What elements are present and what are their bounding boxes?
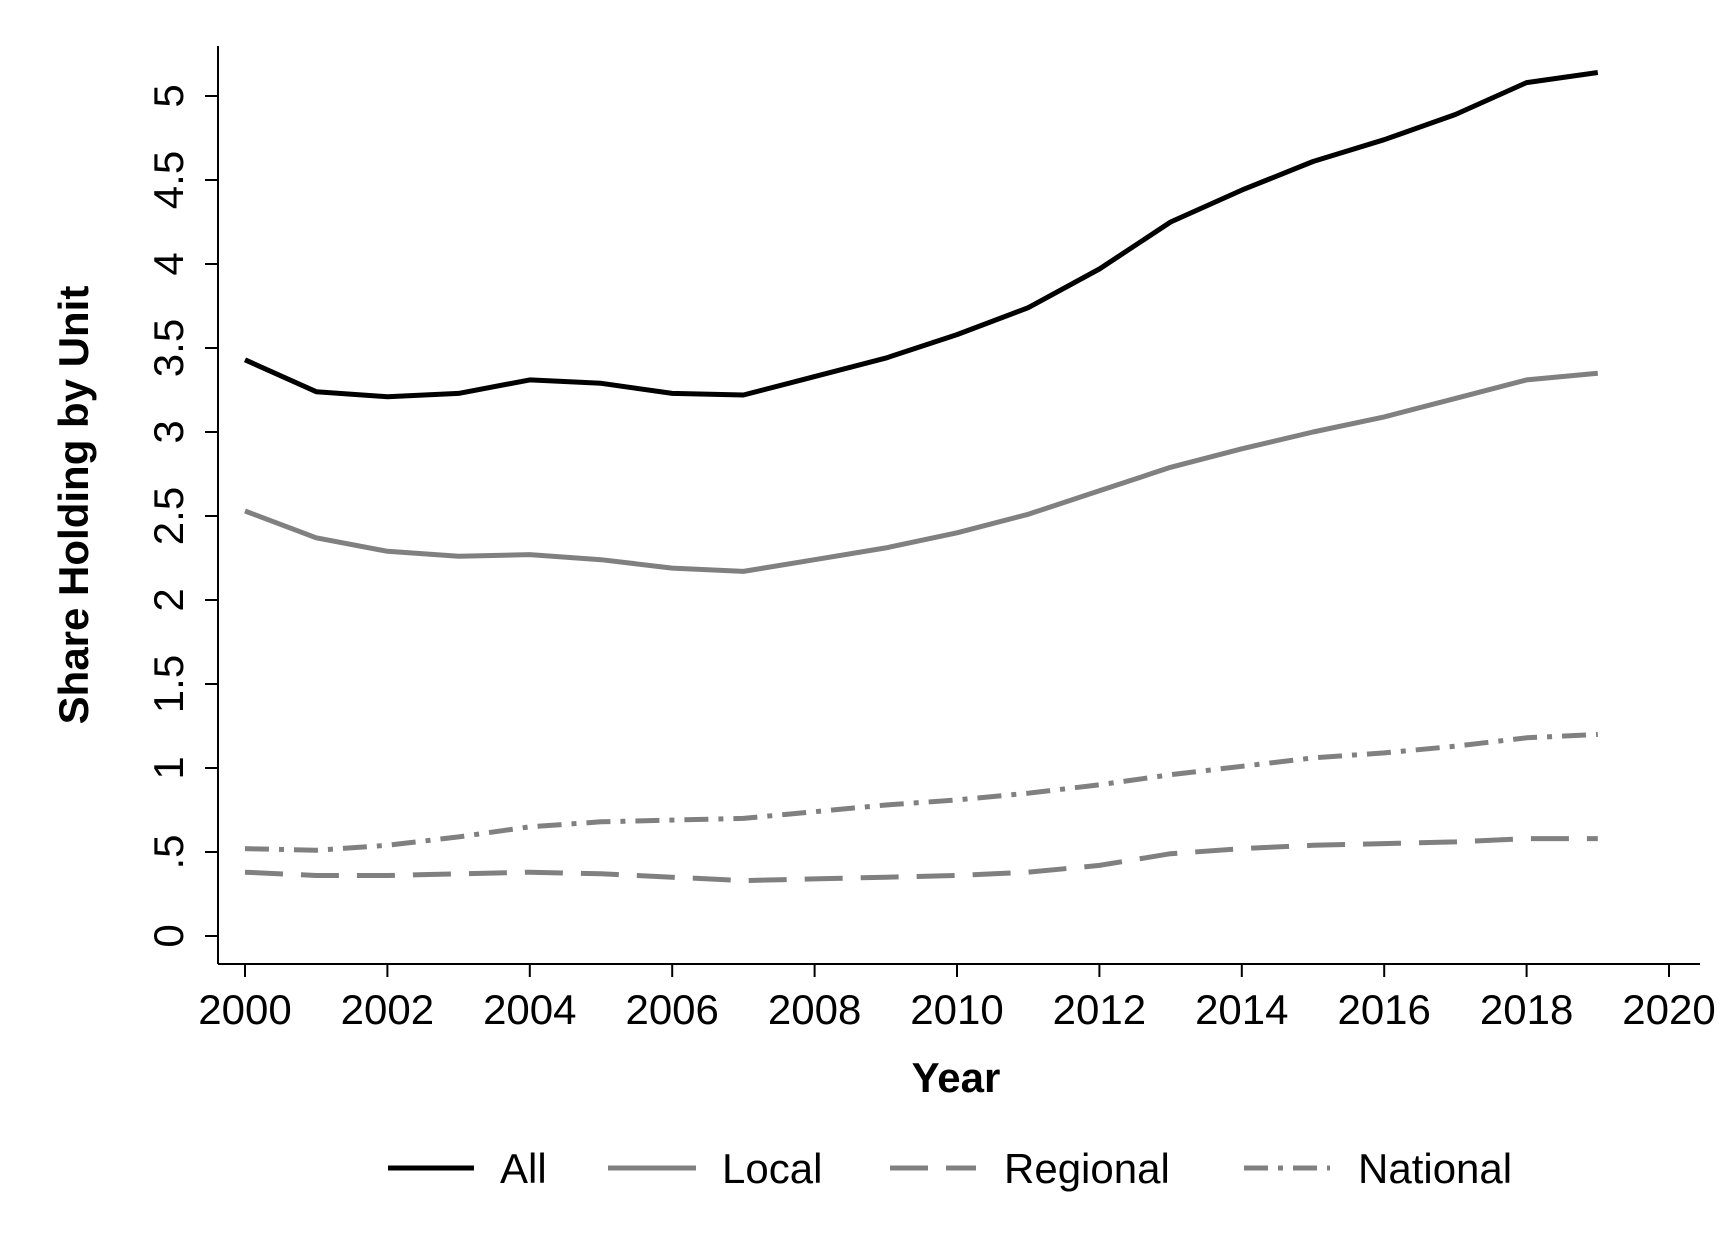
y-tick-label: 2 — [145, 588, 192, 611]
series-line-national — [244, 731, 1598, 853]
x-tick-label: 2020 — [1622, 986, 1715, 1033]
series-line-all — [243, 70, 1599, 400]
legend-item-all: All — [388, 1145, 547, 1192]
x-tick-label: 2012 — [1053, 986, 1146, 1033]
y-tick-label: 0 — [145, 924, 192, 947]
y-tick-label: 4.5 — [145, 151, 192, 209]
legend-item-local: Local — [608, 1145, 822, 1192]
series-line-local — [244, 370, 1599, 574]
y-ticks: 0 .5 1 1.5 2 2.5 3 3.5 4 4.5 5 — [145, 84, 218, 948]
y-tick-label: 1 — [145, 756, 192, 779]
x-tick-label: 2008 — [768, 986, 861, 1033]
legend-item-national: National — [1244, 1145, 1512, 1192]
y-tick-label: 3 — [145, 420, 192, 443]
x-tick-label: 2004 — [483, 986, 576, 1033]
legend: All Local Regional National — [388, 1145, 1512, 1192]
x-tick-label: 2018 — [1480, 986, 1573, 1033]
y-tick-label: 5 — [145, 84, 192, 107]
x-tick-label: 2016 — [1337, 986, 1430, 1033]
x-tick-label: 2000 — [198, 986, 291, 1033]
series-layer — [243, 70, 1599, 884]
x-tick-label: 2006 — [625, 986, 718, 1033]
x-ticks: 2000 2002 2004 2006 2008 2010 2012 2014 2016 2018… — [198, 964, 1716, 1033]
legend-label: All — [500, 1145, 547, 1192]
y-tick-label: 4 — [145, 252, 192, 275]
x-tick-label: 2002 — [341, 986, 434, 1033]
y-tick-label: .5 — [145, 834, 192, 869]
legend-label: National — [1358, 1145, 1512, 1192]
legend-label: Local — [722, 1145, 822, 1192]
x-axis-title: Year — [912, 1054, 1001, 1101]
x-tick-label: 2014 — [1195, 986, 1288, 1033]
y-tick-label: 1.5 — [145, 655, 192, 713]
legend-label: Regional — [1004, 1145, 1170, 1192]
series-line-regional — [244, 836, 1598, 884]
y-axis-title: Share Holding by Unit — [50, 286, 97, 725]
y-tick-label: 3.5 — [145, 319, 192, 377]
x-tick-label: 2010 — [910, 986, 1003, 1033]
axes — [217, 46, 1700, 965]
legend-item-regional: Regional — [890, 1145, 1170, 1192]
y-tick-label: 2.5 — [145, 487, 192, 545]
